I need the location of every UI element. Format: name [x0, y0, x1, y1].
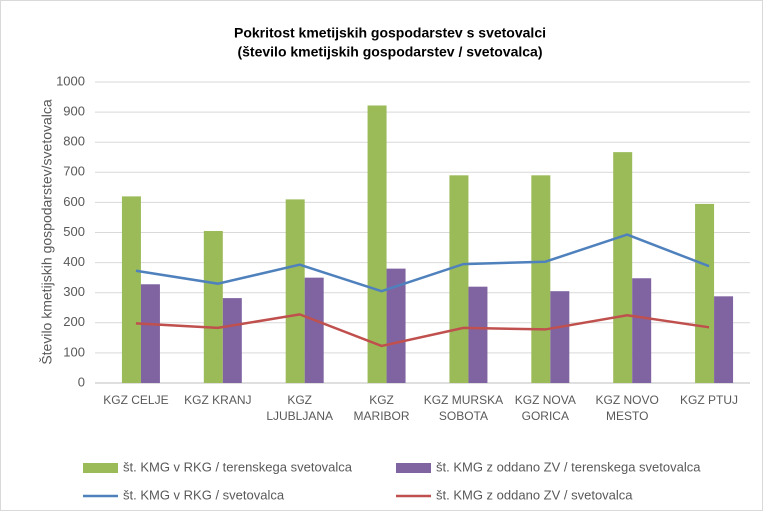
bar: [550, 291, 570, 383]
bar: [714, 296, 734, 383]
bar: [613, 152, 633, 383]
y-tick-label: 200: [63, 314, 85, 329]
x-tick-label: KGZ LJUBLJANA: [266, 393, 333, 423]
bar: [285, 199, 305, 383]
line: [135, 313, 710, 348]
x-tick-label: KGZ NOVO MESTO: [596, 393, 659, 423]
x-tick-label: KGZ MURSKA SOBOTA: [424, 393, 503, 423]
bar: [140, 284, 160, 383]
y-tick-label: 400: [63, 254, 85, 269]
legend-label: št. KMG v RKG / terenskega svetovalca: [123, 459, 353, 474]
x-tick-label: KGZ MARIBOR: [354, 393, 410, 423]
x-tick-label: KGZ NOVA GORICA: [515, 393, 576, 423]
y-tick-label: 1000: [56, 73, 85, 88]
y-axis-label: Število kmetijskih gospodarstev/svetoval…: [39, 99, 55, 365]
y-tick-label: 700: [63, 164, 85, 179]
legend-label: št. KMG z oddano ZV / terenskega svetova…: [436, 459, 701, 474]
bar: [203, 230, 223, 383]
x-tick-label: KGZ CELJE: [103, 393, 168, 407]
x-tick-label: KGZ KRANJ: [184, 393, 251, 407]
y-tick-label: 0: [78, 374, 85, 389]
y-tick-label: 900: [63, 104, 85, 119]
y-tick-label: 600: [63, 194, 85, 209]
y-tick-label: 100: [63, 344, 85, 359]
legend-swatch: [396, 463, 431, 473]
y-tick-label: 300: [63, 284, 85, 299]
y-tick-label: 500: [63, 224, 85, 239]
bar: [468, 286, 488, 383]
bar: [632, 278, 652, 383]
bar: [367, 105, 387, 383]
legend-label: št. KMG v RKG / svetovalca: [123, 487, 285, 502]
bar: [695, 203, 715, 383]
line: [135, 233, 710, 293]
x-tick-label: KGZ PTUJ: [680, 393, 738, 407]
legend-label: št. KMG z oddano ZV / svetovalca: [436, 487, 633, 502]
bar: [304, 277, 324, 383]
bar: [531, 175, 551, 383]
bar: [449, 175, 469, 383]
bar: [222, 298, 242, 383]
chart-subtitle: (število kmetijskih gospodarstev / sveto…: [237, 44, 542, 60]
y-tick-label: 800: [63, 134, 85, 149]
bar: [121, 196, 141, 383]
bar: [386, 268, 406, 383]
legend-swatch: [83, 463, 118, 473]
chart-title: Pokritost kmetijskih gospodarstev s svet…: [234, 25, 546, 41]
